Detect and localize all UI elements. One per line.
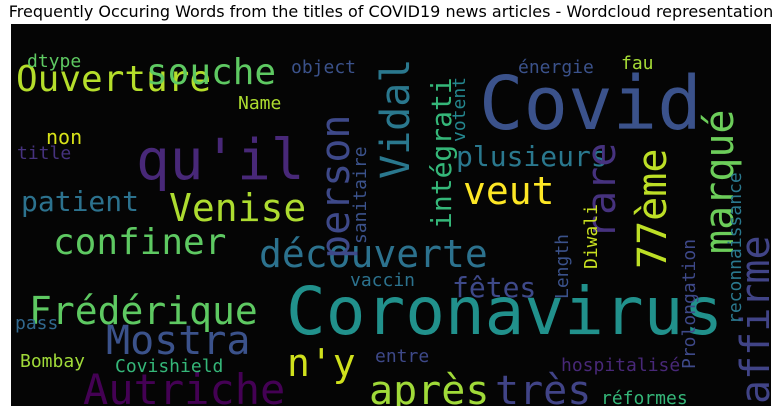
- word-20: intégrati: [425, 77, 458, 229]
- word-29: Prolongation: [679, 239, 700, 369]
- word-36: non: [46, 125, 82, 149]
- word-6: confiner: [53, 222, 226, 263]
- word-1: Coronavirus: [286, 273, 723, 350]
- word-26: votent: [449, 77, 470, 142]
- word-11: après: [369, 368, 489, 406]
- word-22: 77ème: [630, 149, 676, 269]
- word-27: Length: [552, 234, 573, 299]
- word-19: person: [313, 115, 359, 260]
- word-21: rare: [579, 143, 625, 239]
- word-14: veut: [463, 169, 555, 213]
- word-24: affirme: [733, 235, 771, 404]
- word-37: title: [17, 143, 71, 164]
- word-8: Frédérique: [29, 289, 258, 333]
- word-39: pass: [15, 313, 58, 334]
- wordcloud-background: [11, 24, 771, 406]
- word-28: Diwali: [581, 204, 602, 269]
- chart-title: Frequently Occuring Words from the title…: [8, 2, 774, 21]
- word-35: Name: [238, 93, 281, 114]
- word-33: énergie: [518, 57, 594, 78]
- word-18: Vidal: [373, 59, 419, 179]
- word-0: Covid: [479, 61, 702, 147]
- word-12: très: [495, 368, 591, 406]
- word-34: fau: [621, 53, 654, 74]
- word-4: souche: [146, 52, 276, 93]
- word-16: patient: [21, 185, 139, 218]
- word-25: sanitaire: [350, 146, 371, 244]
- word-44: réformes: [601, 388, 688, 406]
- word-17: fêtes: [452, 271, 536, 304]
- word-2: qu'il: [136, 128, 305, 193]
- word-43: hospitalisé: [561, 355, 680, 376]
- word-7: découverte: [259, 232, 488, 276]
- word-42: entre: [375, 346, 429, 367]
- word-13: n'y: [287, 341, 356, 385]
- word-3: Ouverture: [16, 59, 211, 100]
- word-5: Venise: [169, 186, 306, 230]
- word-30: reconnaissance: [725, 172, 746, 324]
- word-9: Mostra: [106, 318, 251, 364]
- word-41: Covishield: [115, 356, 223, 377]
- word-32: object: [291, 57, 356, 78]
- word-38: vaccin: [350, 270, 415, 291]
- word-31: dtype: [27, 51, 81, 72]
- word-40: Bombay: [20, 351, 85, 372]
- word-10: Autriche: [83, 365, 285, 406]
- word-23: marqué: [697, 110, 743, 255]
- word-15: plusieurs: [456, 140, 608, 173]
